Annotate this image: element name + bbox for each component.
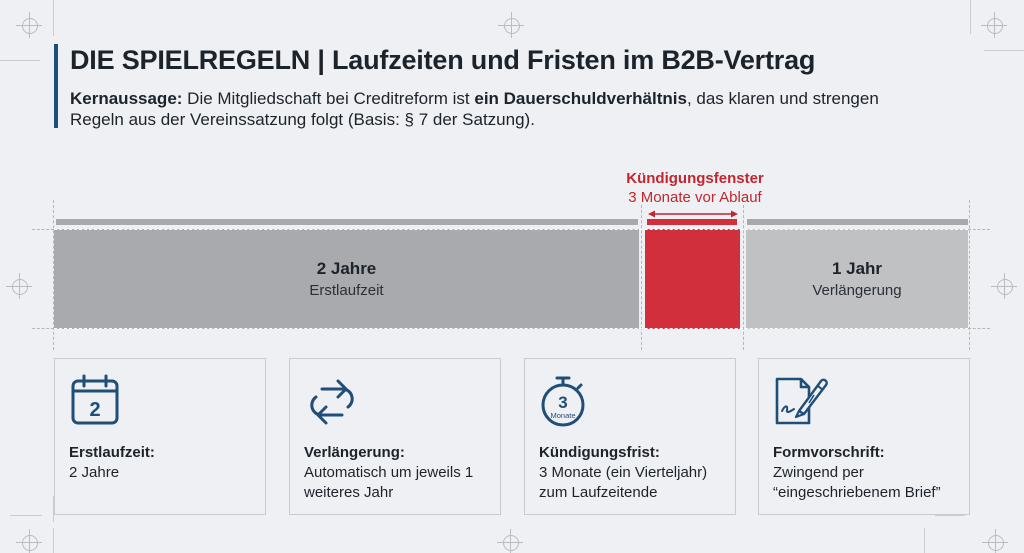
signature-pen-icon: [775, 377, 828, 425]
card-initial-term-title: Erstlaufzeit:: [69, 444, 155, 461]
guide-line: [968, 229, 990, 230]
guide-line: [641, 205, 642, 350]
crop-line: [924, 528, 925, 553]
card-extension: Verlängerung: Automatisch um jeweils 1 w…: [289, 358, 501, 515]
registration-mark-icon: [16, 529, 42, 553]
card-notice-period-title: Kündigungsfrist:: [539, 444, 660, 461]
card-form-requirement-text: Zwingend per “eingeschriebenem Brief”: [773, 464, 941, 501]
termination-window-title: Kündigungsfenster: [626, 170, 764, 187]
guide-line: [53, 200, 54, 350]
registration-mark-icon: [497, 529, 523, 553]
key-statement-text-2: , das klaren und strengen Regeln aus der…: [70, 89, 879, 129]
guide-line: [32, 229, 54, 230]
segment-initial-term-title: 2 Jahre: [316, 259, 377, 278]
timeline-strip-initial: [56, 219, 638, 225]
crop-line: [53, 496, 54, 522]
termination-window-subtitle: 3 Monate vor Ablauf: [628, 189, 762, 206]
guide-line: [969, 200, 970, 350]
svg-text:3: 3: [558, 393, 567, 412]
registration-mark-icon: [498, 12, 524, 38]
segment-border: [54, 328, 968, 329]
card-notice-period-text: 3 Monate (ein Vierteljahr) zum Laufzeite…: [539, 464, 708, 501]
guide-line: [743, 205, 744, 350]
stopwatch-icon: 3 Monate: [541, 376, 585, 427]
key-statement-emphasis: ein Dauerschuldverhältnis: [474, 89, 687, 108]
title-accent-bar: [54, 44, 58, 128]
registration-mark-icon: [981, 12, 1007, 38]
card-form-requirement: Formvorschrift: Zwingend per “eingeschri…: [758, 358, 970, 515]
timeline-strip-extension: [747, 219, 968, 225]
page-title: DIE SPIELREGELN | Laufzeiten und Fristen…: [70, 45, 816, 75]
svg-text:Monate: Monate: [550, 411, 575, 420]
crop-line: [970, 0, 971, 34]
segment-termination-window: [645, 229, 740, 329]
card-initial-term-text: 2 Jahre: [69, 464, 120, 481]
double-arrow-icon: [648, 210, 738, 218]
card-extension-text: Automatisch um jeweils 1 weiteres Jahr: [304, 464, 474, 501]
registration-mark-icon: [982, 529, 1008, 553]
segment-extension: 1 Jahr Verlängerung: [746, 229, 968, 329]
svg-text:2: 2: [89, 399, 100, 421]
repeat-icon: [310, 379, 354, 425]
key-statement-label: Kernaussage:: [70, 89, 183, 108]
crop-line: [53, 528, 54, 553]
guide-line: [32, 328, 54, 329]
card-initial-term: 2 Erstlaufzeit: 2 Jahre: [54, 358, 266, 515]
registration-mark-icon: [991, 273, 1017, 299]
crop-line: [53, 0, 54, 36]
crop-line: [0, 60, 40, 61]
key-statement: Kernaussage: Die Mitgliedschaft bei Cred…: [70, 88, 890, 130]
segment-initial-term-subtitle: Erstlaufzeit: [309, 282, 384, 299]
calendar-icon: 2: [71, 374, 119, 425]
segment-extension-subtitle: Verlängerung: [812, 282, 902, 299]
segment-initial-term: 2 Jahre Erstlaufzeit: [54, 229, 639, 329]
crop-line: [10, 515, 42, 516]
card-form-requirement-title: Formvorschrift:: [773, 444, 885, 461]
card-notice-period: 3 Monate Kündigungsfrist: 3 Monate (ein …: [524, 358, 736, 515]
crop-line: [935, 515, 965, 516]
key-statement-text-1: Die Mitgliedschaft bei Creditreform ist: [182, 89, 475, 108]
crop-line: [984, 50, 1024, 51]
registration-mark-icon: [6, 273, 32, 299]
timeline-strip-window: [647, 219, 737, 225]
card-extension-title: Verlängerung:: [304, 444, 405, 461]
guide-line: [968, 328, 990, 329]
registration-mark-icon: [16, 12, 42, 38]
segment-extension-title: 1 Jahr: [831, 259, 883, 278]
segment-border: [54, 229, 968, 230]
